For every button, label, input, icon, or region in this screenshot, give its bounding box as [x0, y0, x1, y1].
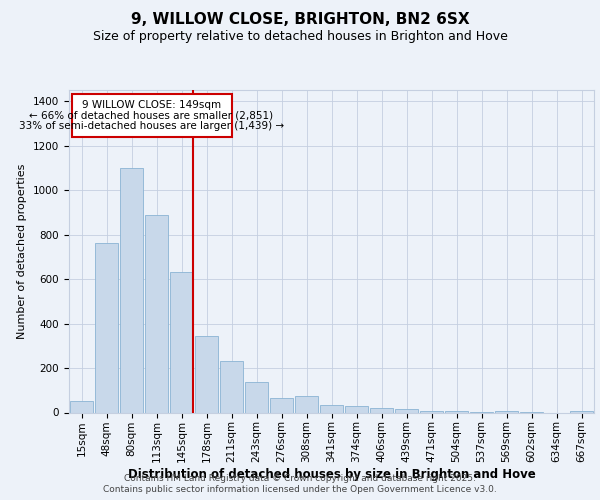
Bar — [495, 410, 518, 412]
Bar — [395, 410, 418, 412]
Y-axis label: Number of detached properties: Number of detached properties — [17, 164, 28, 339]
Bar — [320, 404, 343, 412]
Text: 9, WILLOW CLOSE, BRIGHTON, BN2 6SX: 9, WILLOW CLOSE, BRIGHTON, BN2 6SX — [131, 12, 469, 28]
Bar — [245, 382, 268, 412]
Bar — [170, 272, 193, 412]
Text: Size of property relative to detached houses in Brighton and Hove: Size of property relative to detached ho… — [92, 30, 508, 43]
Text: ← 66% of detached houses are smaller (2,851): ← 66% of detached houses are smaller (2,… — [29, 110, 274, 120]
Text: Contains HM Land Registry data © Crown copyright and database right 2025.: Contains HM Land Registry data © Crown c… — [124, 474, 476, 483]
Bar — [270, 398, 293, 412]
Bar — [70, 401, 93, 412]
Text: Contains public sector information licensed under the Open Government Licence v3: Contains public sector information licen… — [103, 485, 497, 494]
Bar — [420, 410, 443, 412]
X-axis label: Distribution of detached houses by size in Brighton and Hove: Distribution of detached houses by size … — [128, 468, 535, 481]
Bar — [145, 214, 168, 412]
Bar — [195, 336, 218, 412]
Bar — [120, 168, 143, 412]
FancyBboxPatch shape — [71, 94, 232, 136]
Bar — [95, 244, 118, 412]
Text: 33% of semi-detached houses are larger (1,439) →: 33% of semi-detached houses are larger (… — [19, 121, 284, 131]
Bar — [295, 396, 318, 412]
Text: 9 WILLOW CLOSE: 149sqm: 9 WILLOW CLOSE: 149sqm — [82, 100, 221, 110]
Bar — [220, 361, 243, 412]
Bar — [370, 408, 393, 412]
Bar — [345, 406, 368, 412]
